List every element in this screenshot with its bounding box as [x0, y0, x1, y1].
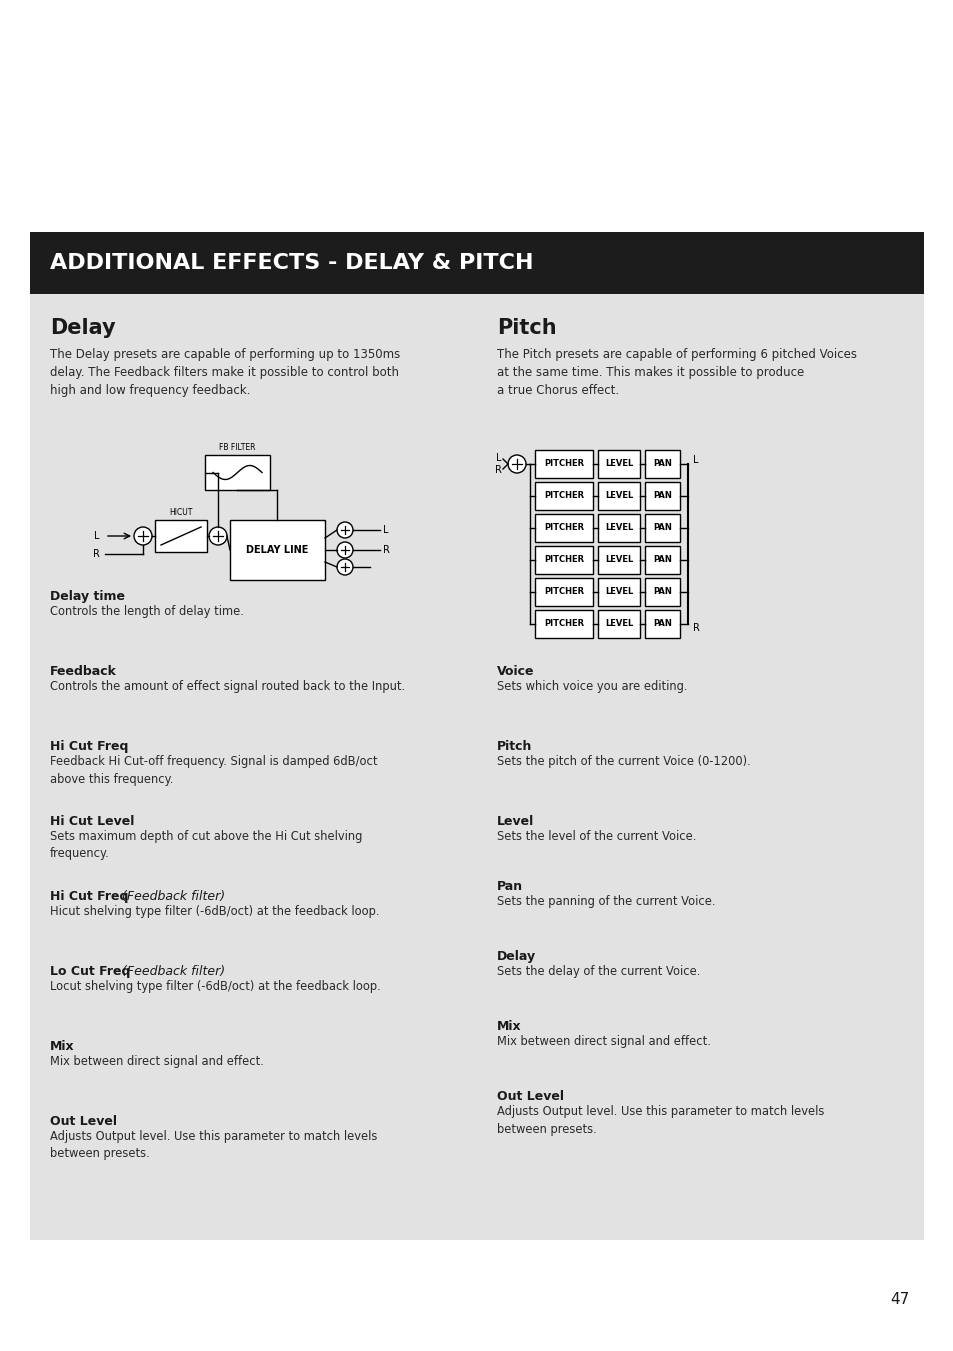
Text: LEVEL: LEVEL: [604, 555, 633, 565]
Text: PITCHER: PITCHER: [543, 492, 583, 500]
Text: Voice: Voice: [497, 665, 534, 678]
Text: LEVEL: LEVEL: [604, 492, 633, 500]
Circle shape: [336, 559, 353, 576]
FancyBboxPatch shape: [598, 546, 639, 574]
Text: Hi Cut Freq: Hi Cut Freq: [50, 740, 129, 753]
Text: Delay: Delay: [50, 317, 115, 338]
Text: PITCHER: PITCHER: [543, 523, 583, 532]
Text: L: L: [692, 455, 698, 465]
FancyBboxPatch shape: [205, 455, 270, 490]
Text: Feedback: Feedback: [50, 665, 117, 678]
Text: R: R: [93, 549, 100, 559]
Text: PAN: PAN: [653, 523, 671, 532]
FancyBboxPatch shape: [644, 450, 679, 478]
FancyBboxPatch shape: [644, 578, 679, 607]
FancyBboxPatch shape: [598, 450, 639, 478]
Circle shape: [336, 521, 353, 538]
Text: LEVEL: LEVEL: [604, 459, 633, 469]
FancyBboxPatch shape: [644, 546, 679, 574]
Text: Sets the panning of the current Voice.: Sets the panning of the current Voice.: [497, 894, 715, 908]
Text: L: L: [496, 453, 501, 463]
FancyBboxPatch shape: [535, 546, 593, 574]
Circle shape: [336, 542, 353, 558]
Text: Sets which voice you are editing.: Sets which voice you are editing.: [497, 680, 687, 693]
Text: Adjusts Output level. Use this parameter to match levels
between presets.: Adjusts Output level. Use this parameter…: [497, 1105, 823, 1135]
Text: PITCHER: PITCHER: [543, 620, 583, 628]
Text: DELAY LINE: DELAY LINE: [246, 544, 309, 555]
Text: R: R: [692, 623, 700, 634]
Text: Sets maximum depth of cut above the Hi Cut shelving
frequency.: Sets maximum depth of cut above the Hi C…: [50, 830, 362, 861]
FancyBboxPatch shape: [644, 513, 679, 542]
Text: (Feedback filter): (Feedback filter): [118, 890, 225, 902]
Text: Pitch: Pitch: [497, 740, 532, 753]
FancyBboxPatch shape: [535, 578, 593, 607]
Text: Delay: Delay: [497, 950, 536, 963]
Text: 47: 47: [889, 1293, 908, 1308]
Text: R: R: [382, 544, 390, 555]
Text: L: L: [382, 526, 388, 535]
Text: (Feedback filter): (Feedback filter): [118, 965, 225, 978]
Text: PAN: PAN: [653, 588, 671, 597]
Text: The Delay presets are capable of performing up to 1350ms
delay. The Feedback fil: The Delay presets are capable of perform…: [50, 349, 400, 397]
Text: Sets the level of the current Voice.: Sets the level of the current Voice.: [497, 830, 696, 843]
Text: PAN: PAN: [653, 555, 671, 565]
FancyBboxPatch shape: [230, 520, 325, 580]
Text: Hicut shelving type filter (-6dB/oct) at the feedback loop.: Hicut shelving type filter (-6dB/oct) at…: [50, 905, 379, 917]
Text: PAN: PAN: [653, 459, 671, 469]
Text: PITCHER: PITCHER: [543, 555, 583, 565]
Text: Sets the delay of the current Voice.: Sets the delay of the current Voice.: [497, 965, 700, 978]
Circle shape: [133, 527, 152, 544]
FancyBboxPatch shape: [644, 482, 679, 509]
Text: Out Level: Out Level: [50, 1115, 117, 1128]
Text: Controls the length of delay time.: Controls the length of delay time.: [50, 605, 244, 617]
Text: PITCHER: PITCHER: [543, 588, 583, 597]
Text: Mix: Mix: [50, 1040, 74, 1052]
Text: Controls the amount of effect signal routed back to the Input.: Controls the amount of effect signal rou…: [50, 680, 405, 693]
Text: Mix between direct signal and effect.: Mix between direct signal and effect.: [50, 1055, 264, 1069]
Text: R: R: [495, 465, 501, 476]
Text: Pitch: Pitch: [497, 317, 556, 338]
Text: Level: Level: [497, 815, 534, 828]
Circle shape: [507, 455, 525, 473]
FancyBboxPatch shape: [598, 578, 639, 607]
Text: Pan: Pan: [497, 880, 522, 893]
Text: Sets the pitch of the current Voice (0-1200).: Sets the pitch of the current Voice (0-1…: [497, 755, 750, 767]
Text: Locut shelving type filter (-6dB/oct) at the feedback loop.: Locut shelving type filter (-6dB/oct) at…: [50, 979, 380, 993]
FancyBboxPatch shape: [598, 611, 639, 638]
Text: PAN: PAN: [653, 492, 671, 500]
Text: Hi Cut Level: Hi Cut Level: [50, 815, 134, 828]
Text: HICUT: HICUT: [169, 508, 193, 517]
FancyBboxPatch shape: [535, 611, 593, 638]
Text: FB FILTER: FB FILTER: [219, 443, 255, 453]
Text: LEVEL: LEVEL: [604, 523, 633, 532]
FancyBboxPatch shape: [30, 232, 923, 1240]
Text: Lo Cut Freq: Lo Cut Freq: [50, 965, 131, 978]
FancyBboxPatch shape: [30, 232, 923, 295]
Text: Hi Cut Freq: Hi Cut Freq: [50, 890, 129, 902]
FancyBboxPatch shape: [535, 450, 593, 478]
Text: Delay time: Delay time: [50, 590, 125, 603]
Text: LEVEL: LEVEL: [604, 620, 633, 628]
FancyBboxPatch shape: [535, 513, 593, 542]
Text: Feedback Hi Cut-off frequency. Signal is damped 6dB/oct
above this frequency.: Feedback Hi Cut-off frequency. Signal is…: [50, 755, 377, 785]
Circle shape: [209, 527, 227, 544]
FancyBboxPatch shape: [644, 611, 679, 638]
Text: LEVEL: LEVEL: [604, 588, 633, 597]
Text: L: L: [94, 531, 100, 540]
Text: Mix: Mix: [497, 1020, 521, 1034]
Text: Out Level: Out Level: [497, 1090, 563, 1102]
FancyBboxPatch shape: [154, 520, 207, 553]
Text: Adjusts Output level. Use this parameter to match levels
between presets.: Adjusts Output level. Use this parameter…: [50, 1129, 377, 1161]
Text: PITCHER: PITCHER: [543, 459, 583, 469]
FancyBboxPatch shape: [535, 482, 593, 509]
Text: The Pitch presets are capable of performing 6 pitched Voices
at the same time. T: The Pitch presets are capable of perform…: [497, 349, 856, 397]
FancyBboxPatch shape: [598, 513, 639, 542]
Text: PAN: PAN: [653, 620, 671, 628]
FancyBboxPatch shape: [598, 482, 639, 509]
Text: ADDITIONAL EFFECTS - DELAY & PITCH: ADDITIONAL EFFECTS - DELAY & PITCH: [50, 253, 533, 273]
Text: Mix between direct signal and effect.: Mix between direct signal and effect.: [497, 1035, 710, 1048]
